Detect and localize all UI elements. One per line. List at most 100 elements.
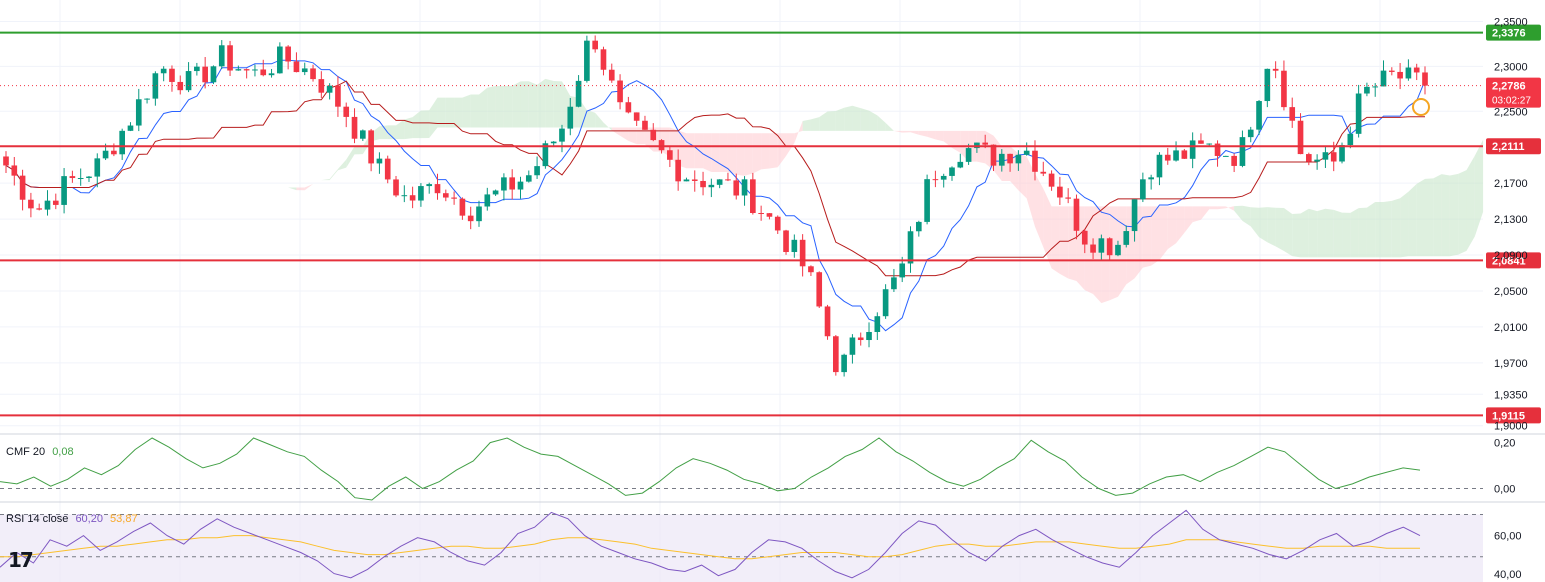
candle-body [227,45,233,71]
cloud-segment [1084,206,1094,295]
cloud-segment [1474,139,1484,237]
cloud-segment [1026,156,1035,227]
cloud-segment [1117,206,1127,297]
candle-body [1388,70,1395,72]
cloud-segment [678,130,687,169]
cloud-segment [1267,207,1276,247]
cloud-segment [1250,207,1260,238]
candle-body [185,71,192,91]
cloud-segment [761,133,770,170]
rsi-line [0,509,1421,579]
cloud-segment [329,169,338,181]
candle-body [102,150,109,159]
horizontal-levels[interactable]: 2,3376 2,2111 2,0841 1,9115 2,2786 03:02:27 [0,24,1541,424]
cloud-segment [1317,208,1326,258]
cloud-segment [445,97,455,128]
candle-body [326,85,333,93]
candle-body [1015,154,1022,164]
cloud-segment [1043,188,1052,269]
candle-body [127,125,134,131]
cloud-segment [952,130,961,153]
cloud-segment [1375,201,1384,258]
cloud-segment [1093,206,1102,304]
candle-body [799,239,806,267]
cloud-segment [902,130,911,133]
cloud-segment [1034,173,1044,247]
candle-body [534,166,540,176]
cloud-segment [1441,174,1450,257]
candle-body [617,80,623,103]
cloud-segment [1176,206,1185,244]
rsi-value: 60,20 [75,513,103,525]
cmf-title: CMF 20 [6,446,46,458]
cloud-segment [719,133,728,173]
rsi-band [0,514,1483,582]
cloud-segment [512,81,521,128]
cloud-segment [686,133,695,169]
candle-body [575,80,582,107]
candle-body [891,277,897,290]
candle-body [94,158,101,177]
candle-body [758,213,764,215]
candle-body [866,331,872,341]
candle-body [567,106,574,129]
cloud-segment [230,170,239,183]
candle-body [907,231,914,264]
alert-marker[interactable] [1412,98,1430,116]
cloud-segment [1408,183,1417,257]
cloud-segment [1458,170,1467,255]
candle-body [949,167,955,176]
cloud-segment [794,121,803,144]
candle-body [1339,145,1345,162]
candle-body [667,150,673,160]
candle-body [310,68,316,80]
candle-body [235,69,242,71]
candle-body [725,179,731,181]
level-price-tag[interactable] [1486,407,1541,424]
level-price-tag[interactable] [1486,252,1541,269]
candle-body [691,179,698,181]
cloud-segment [321,178,330,181]
cloud-segment [1184,206,1193,233]
candle-body [351,116,358,139]
candle-body [998,153,1005,166]
candle-body [1364,86,1370,94]
price-tick-label: 1,9700 [1494,358,1528,370]
cloud-segment [479,87,488,128]
candle-body [1355,93,1362,134]
level-price-tag[interactable] [1486,24,1541,41]
candle-body [418,186,424,201]
cloud-segment [1234,205,1243,221]
cloud-segment [545,78,554,128]
candle-body [426,184,433,187]
level-price-tag[interactable] [1486,138,1541,155]
cloud-segment [1142,206,1152,268]
cloud-segment [1242,205,1251,227]
cloud-segment [1400,191,1409,258]
candle-body [841,354,847,373]
cloud-segment [1300,208,1309,258]
candle-body [1173,150,1179,161]
cloud-segment [1225,206,1235,211]
price-tick-label: 2,0500 [1494,286,1528,298]
candle-body [1115,244,1121,256]
cloud-segment [288,187,297,191]
candle-body [335,85,341,107]
candle-body [360,130,366,139]
rsi-title: RSI 14 close [6,513,69,525]
cmf-pane: 0,20 0,00 [0,437,1515,501]
candle-body [1223,155,1229,157]
candle-body [1272,68,1279,71]
cloud-segment [636,127,645,145]
candle-body [442,193,449,198]
alert-circle-icon[interactable] [1412,98,1430,116]
candle-body [194,66,200,72]
cloud-segment [819,111,828,131]
cloud-segment [586,110,596,128]
cloud-segment [620,127,629,141]
candle-body [1214,143,1221,156]
last-price-tag[interactable] [1486,77,1541,108]
candle-body [376,158,383,164]
cloud-segment [1283,207,1293,257]
